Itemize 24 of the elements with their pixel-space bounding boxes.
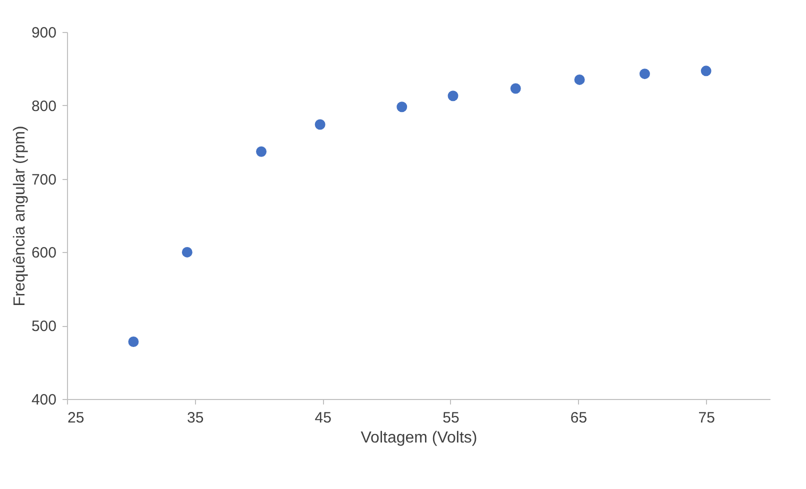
x-tick-label: 25 xyxy=(68,410,84,426)
x-tick-label: 35 xyxy=(186,410,204,426)
x-tick-label: 65 xyxy=(570,410,588,426)
point xyxy=(128,336,139,347)
point xyxy=(574,74,585,85)
x-tick-label: 75 xyxy=(698,410,715,426)
point xyxy=(510,83,521,94)
x-tick-label: 55 xyxy=(442,410,460,426)
point xyxy=(256,146,267,157)
y-tick-label: 400 xyxy=(31,392,56,408)
x-tick-label: 45 xyxy=(314,410,332,426)
y-axis-title: Frequência angular (rpm) xyxy=(11,126,28,306)
y-tick-label: 500 xyxy=(31,318,56,336)
point xyxy=(448,90,458,102)
point xyxy=(700,66,712,76)
point xyxy=(182,246,192,258)
y-tick-label: 600 xyxy=(31,244,56,262)
y-tick-label: 900 xyxy=(31,24,56,42)
point xyxy=(314,119,326,130)
y-tick-label: 700 xyxy=(31,171,56,188)
point xyxy=(396,102,408,112)
point xyxy=(639,68,650,80)
y-tick-label: 800 xyxy=(31,98,56,115)
x-axis-title: Voltagem (Volts) xyxy=(360,430,478,446)
